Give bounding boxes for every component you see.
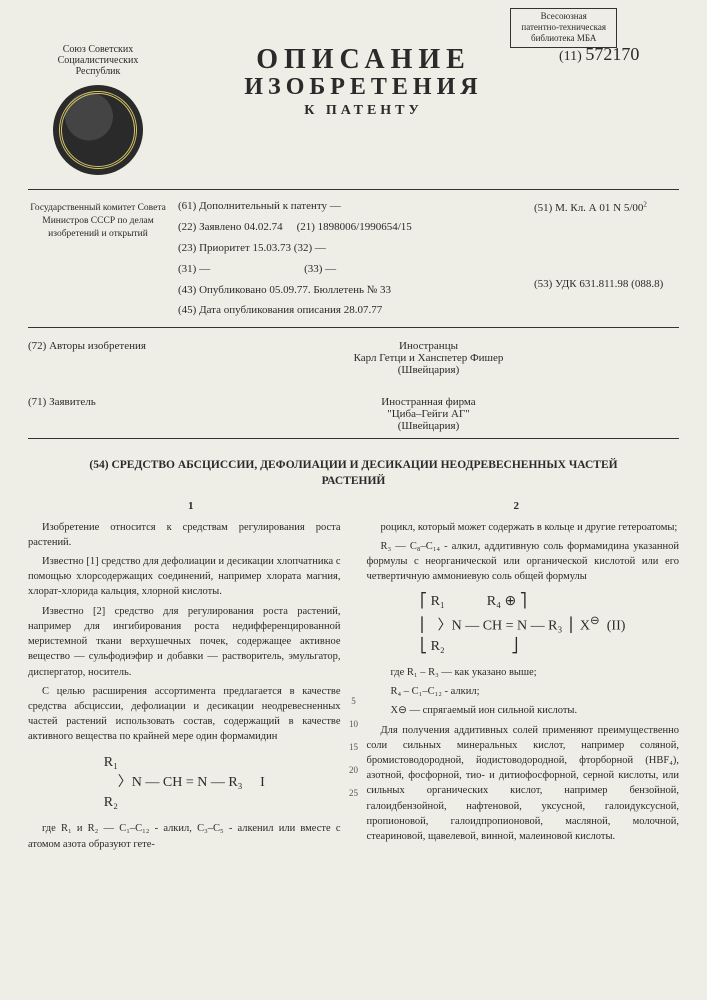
library-stamp: Всесоюзная патентно-техническая библиоте… xyxy=(510,8,617,48)
para: где R₁ – R₃ — как указано выше; xyxy=(367,665,680,680)
para: Изобретение относится к средствам регули… xyxy=(28,520,341,550)
rule xyxy=(28,438,679,439)
bib-61: (61) Дополнительный к патенту — xyxy=(178,196,524,217)
col-2-num: 2 xyxy=(514,500,520,512)
col-1-num: 1 xyxy=(188,500,194,512)
authors-block: (72) Авторы изобретения Иностранцы Карл … xyxy=(28,340,679,432)
classification-codes: (51) М. Кл. А 01 N 5/002 (53) УДК 631.81… xyxy=(534,196,679,321)
para: роцикл, который может содержать в кольце… xyxy=(367,520,680,535)
bib-33: (33) — xyxy=(304,259,336,280)
doc-kind-line3: К ПАТЕНТУ xyxy=(178,103,549,119)
para: Для получения аддитивных солей применяют… xyxy=(367,723,680,845)
label-72: (72) Авторы изобретения xyxy=(28,340,168,376)
udk-code: (53) УДК 631.811.98 (088.8) xyxy=(534,272,679,296)
bib-21: (21) 1898006/1990654/15 xyxy=(297,217,412,238)
margin-line-numbers: 5 10 15 20 25 xyxy=(349,690,358,805)
para: С целью расширения ассортимента предлага… xyxy=(28,684,341,745)
ipc-code: (51) М. Кл. А 01 N 5/002 xyxy=(534,196,679,220)
doc-kind-line2: ИЗОБРЕТЕНИЯ xyxy=(178,74,549,101)
bib-31: (31) — xyxy=(178,259,210,280)
para: Известно [1] средство для дефолиации и д… xyxy=(28,554,341,600)
bib-22: (22) Заявлено 04.02.74 xyxy=(178,217,283,238)
stamp-line: Всесоюзная xyxy=(521,11,606,22)
para: где R₁ и R₂ — C₁–C₁₂ - алкил, C₃–C₅ - ал… xyxy=(28,821,341,851)
union-label: Союз Советских Социалистических Республи… xyxy=(28,44,168,183)
bibliographic-block: Государственный комитет Совета Министров… xyxy=(28,196,679,321)
authors-names: Иностранцы Карл Гетци и Ханспетер Фишер … xyxy=(178,340,679,376)
rule xyxy=(28,327,679,328)
stamp-line: библиотека МБА xyxy=(521,33,606,44)
rule xyxy=(28,189,679,190)
bib-43: (43) Опубликовано 05.09.77. Бюллетень № … xyxy=(178,280,524,301)
ussr-emblem-icon xyxy=(53,85,143,175)
doc-kind-line1: ОПИСАНИЕ xyxy=(178,44,549,76)
publication-number: (11) 572170 xyxy=(559,44,679,183)
para: X⊖ — спрягаемый ион сильной кислоты. xyxy=(367,703,680,718)
patent-page: Всесоюзная патентно-техническая библиоте… xyxy=(0,0,707,1000)
bib-fields: (61) Дополнительный к патенту — (22) Зая… xyxy=(178,196,524,321)
para: R₃ — C₈–C₁₄ - алкил, аддитивную соль фор… xyxy=(367,539,680,585)
formula-1: R₁ 〉N — CH = N — R₃ I R₂ xyxy=(28,753,341,814)
formula-2: ⎡ R₁ R₄ ⊕ ⎤ ⎢ 〉N — CH = N — R₃ ⎥ X⊖ (II)… xyxy=(367,592,680,657)
column-numbers: 1 2 xyxy=(28,500,679,512)
applicant: Иностранная фирма "Циба–Гейги АГ" (Швейц… xyxy=(178,396,679,432)
invention-title: (54) СРЕДСТВО АБСЦИССИИ, ДЕФОЛИАЦИИ И ДЕ… xyxy=(88,457,619,489)
bib-23: (23) Приоритет 15.03.73 (32) — xyxy=(178,238,524,259)
committee-label: Государственный комитет Совета Министров… xyxy=(28,202,168,321)
para: Известно [2] средство для регулирования … xyxy=(28,604,341,680)
header-block: Союз Советских Социалистических Республи… xyxy=(28,44,679,183)
title-block: ОПИСАНИЕ ИЗОБРЕТЕНИЯ К ПАТЕНТУ xyxy=(178,44,549,183)
ussr-text: Союз Советских Социалистических Республи… xyxy=(28,44,168,77)
stamp-line: патентно-техническая xyxy=(521,22,606,33)
para: R₄ – C₁–C₁₂ - алкил; xyxy=(367,684,680,699)
label-71: (71) Заявитель xyxy=(28,396,168,432)
bib-45: (45) Дата опубликования описания 28.07.7… xyxy=(178,300,524,321)
